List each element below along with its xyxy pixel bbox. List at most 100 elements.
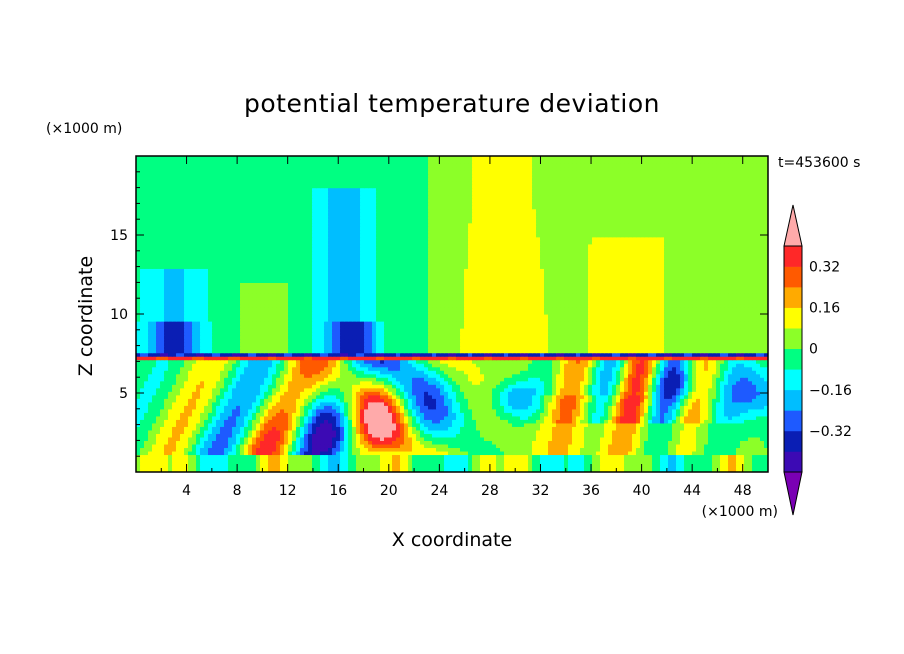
field-cell [172,398,177,403]
field-cell [736,387,741,392]
field-cell [764,450,768,456]
field-cell [416,429,421,434]
field-cell [492,461,497,466]
field-cell [684,422,689,427]
field-cell [580,429,585,434]
field-cell [208,464,213,470]
field-cell [200,412,205,417]
field-cell [632,363,637,368]
field-cell [412,415,417,420]
field-cell [688,384,693,389]
field-cell [480,461,485,466]
field-cell [628,447,633,452]
field-cell [384,412,389,417]
field-cell [656,447,661,452]
field-cell [508,440,513,445]
field-cell [484,464,489,470]
field-cell [516,366,521,371]
field-cell [484,401,489,406]
field-cell [588,419,593,424]
field-cell [316,433,321,438]
field-cell [280,391,285,396]
field-cell [400,359,405,364]
field-cell [380,436,385,441]
field-cell [596,405,601,410]
field-cell [460,412,465,417]
field-cell [144,380,149,385]
field-cell [244,450,249,456]
field-cell [588,384,593,389]
field-cell [544,398,549,403]
field-cell [456,422,461,427]
field-cell [684,429,689,434]
field-cell [232,454,237,459]
field-cell [352,363,357,368]
field-cell [584,433,589,438]
field-cell [480,429,485,434]
field-cell [476,433,481,438]
field-cell [484,408,489,413]
field-cell [620,426,625,431]
field-cell [760,394,765,399]
field-cell [680,377,685,382]
field-cell [148,419,153,424]
field-cell [508,468,513,472]
field-cell [280,380,285,385]
field-cell [424,398,429,403]
field-cell [304,464,309,470]
field-cell [452,454,457,459]
field-cell [484,447,489,452]
field-cell [372,394,377,399]
field-cell [728,422,733,427]
field-cell [540,450,545,456]
field-cell [764,394,768,399]
field-cell [692,394,697,399]
field-cell [556,443,561,449]
field-cell [380,422,385,427]
field-cell [580,464,585,470]
field-cell [276,391,281,396]
field-cell [556,450,561,456]
field-cell [148,412,153,417]
field-cell [204,405,209,410]
field-cell [764,370,768,375]
field-cell [528,457,533,463]
field-cell [520,377,525,382]
field-cell [616,433,621,438]
field-cell [580,415,585,420]
field-cell [420,391,425,396]
field-cell [164,419,169,424]
field-cell [312,412,317,417]
field-cell [432,433,437,438]
field-cell [460,394,465,399]
field-cell [296,384,301,389]
field-cell [176,415,181,420]
field-cell [276,366,281,371]
field-cell [452,363,457,368]
field-cell [288,464,293,470]
field-cell [536,468,541,472]
field-cell [380,457,385,463]
field-cell [368,405,373,410]
field-cell [528,405,533,410]
field-cell [504,377,509,382]
field-cell [344,366,349,371]
field-cell [564,436,569,441]
field-cell [740,408,745,413]
field-cell [440,426,445,431]
field-cell [732,422,737,427]
field-cell [408,401,413,406]
field-cell [652,366,657,371]
field-cell [580,454,585,459]
field-cell [480,384,485,389]
field-cell [428,391,433,396]
field-cell [676,377,681,382]
field-cell [660,384,665,389]
field-cell [588,401,593,406]
field-cell [472,363,477,368]
field-cell [704,405,709,410]
field-cell [744,426,749,431]
field-cell [256,398,261,403]
field-cell [440,401,445,406]
field-cell [332,363,337,368]
